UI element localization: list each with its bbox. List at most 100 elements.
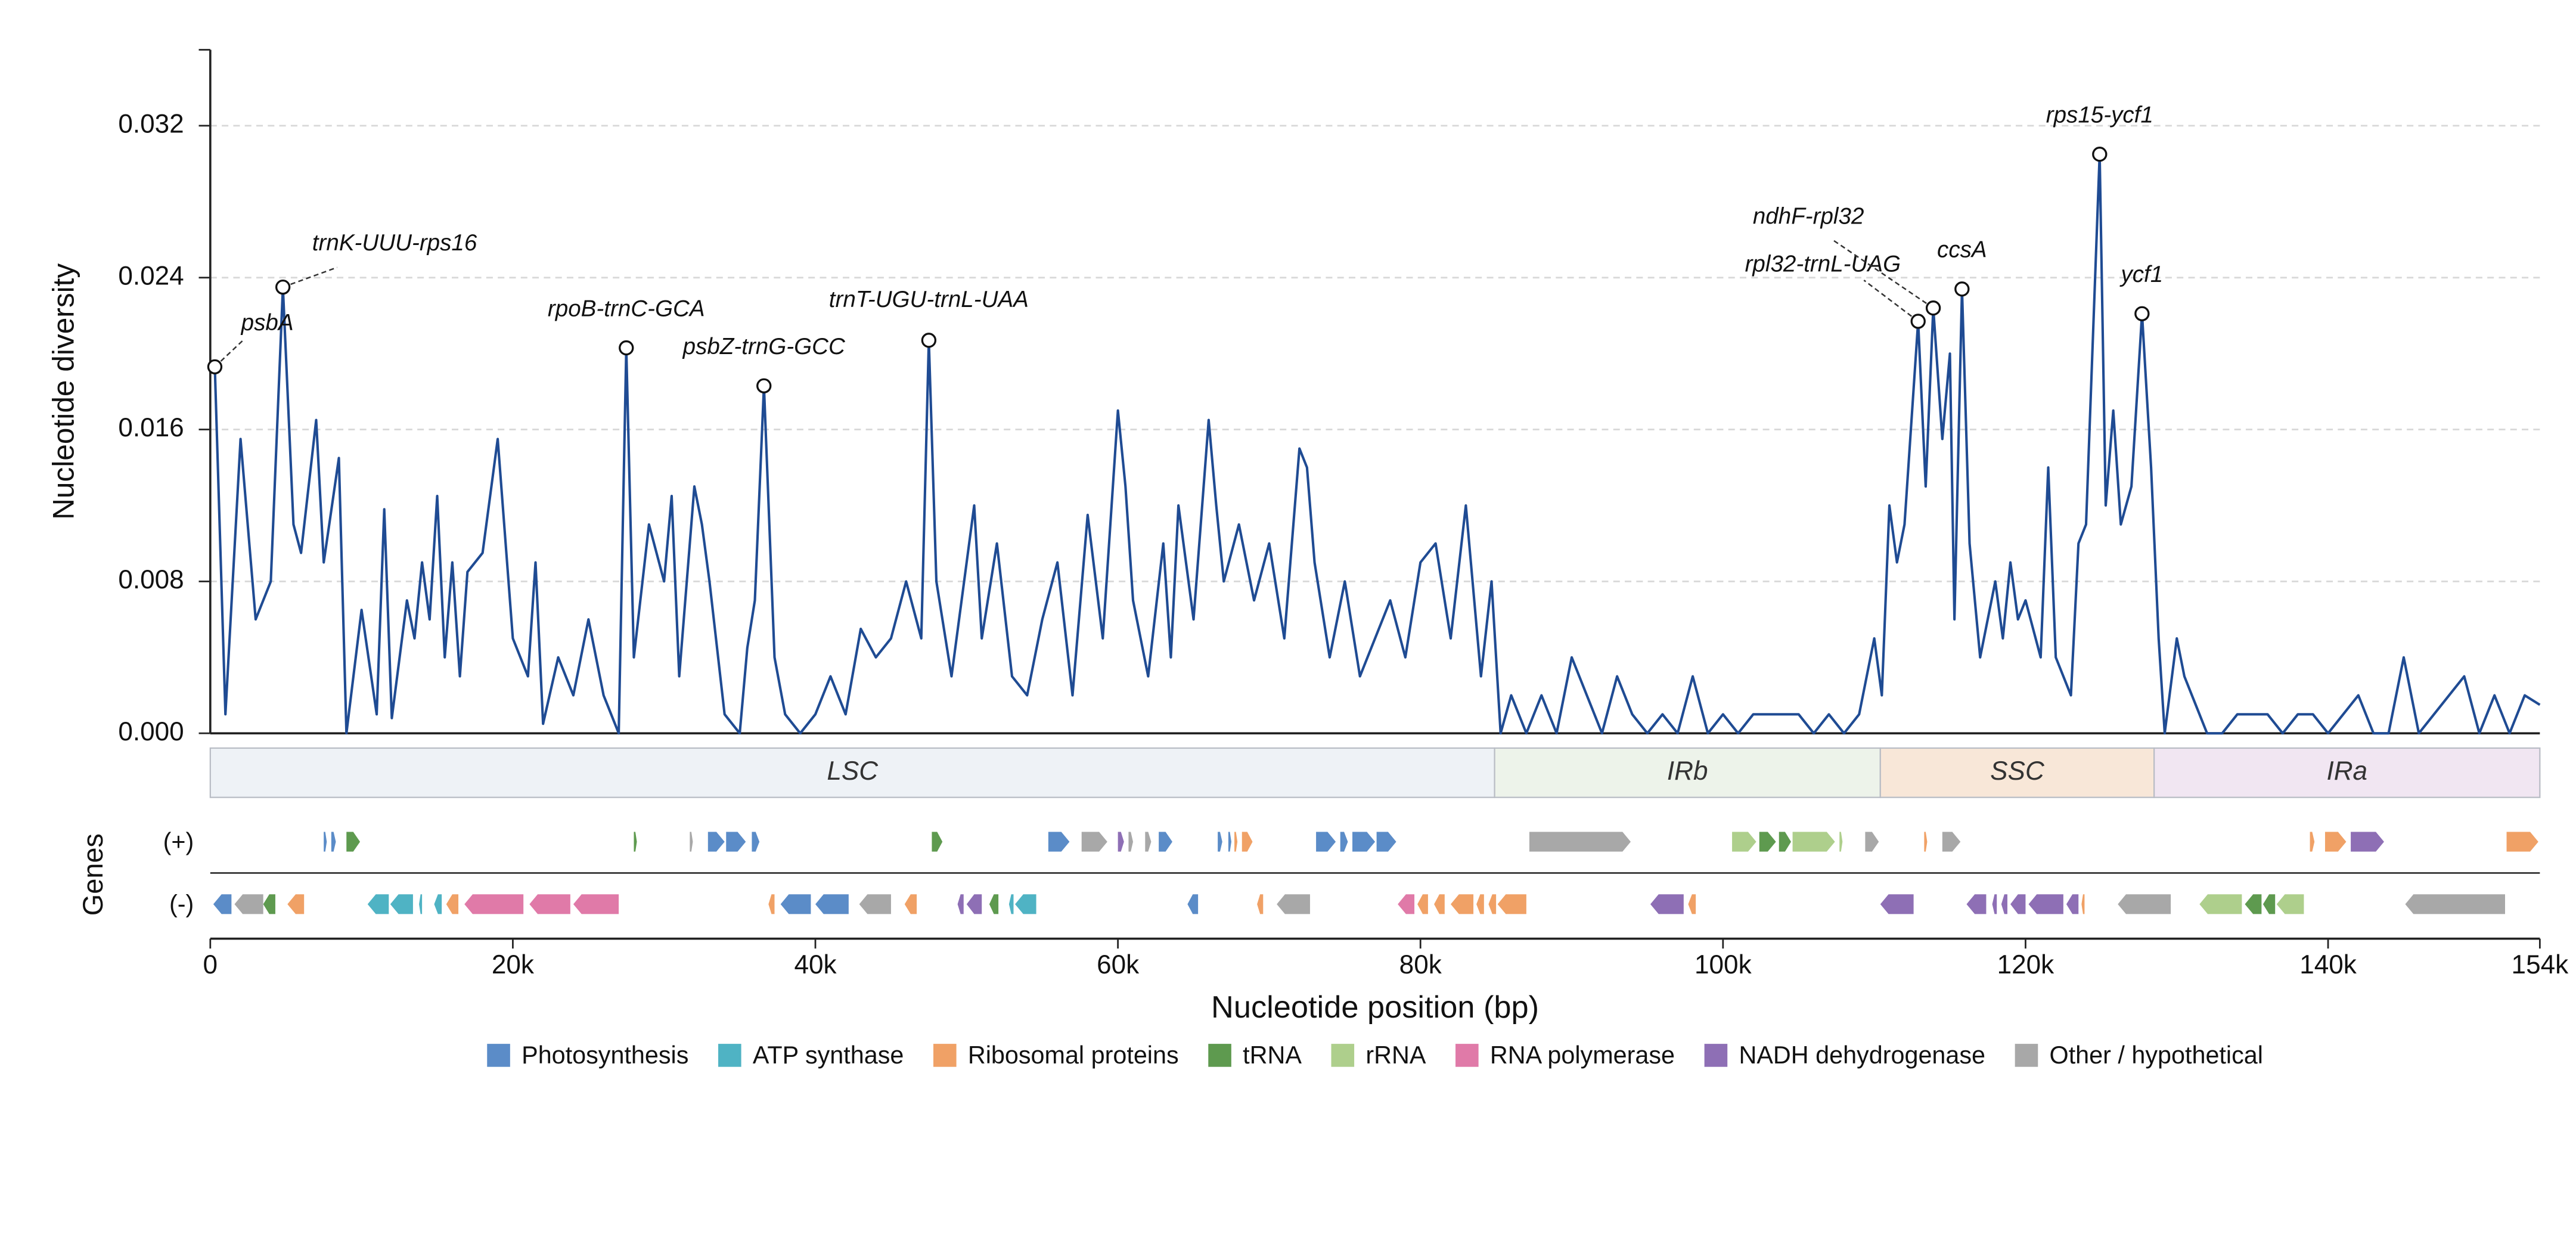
- annotation-label: psbA: [241, 310, 294, 336]
- legend: Photosynthesis ATP synthase Ribosomal prot…: [487, 1041, 2263, 1069]
- x-tick-label: 140k: [2299, 950, 2357, 979]
- annotation-marker: [1954, 281, 1970, 297]
- gene-arrow: [1450, 894, 1474, 914]
- annotation-label: ccsA: [1937, 237, 1987, 263]
- gene-arrow: [324, 832, 327, 852]
- x-tick-label: 154k: [2512, 950, 2569, 979]
- annotation-leader: [1863, 280, 1919, 322]
- region-label: IRa: [2326, 756, 2367, 786]
- annotation-label: rpoB-trnC-GCA: [548, 296, 705, 321]
- gene-arrow: [446, 894, 459, 914]
- legend-swatch: [487, 1044, 510, 1067]
- gene-arrow: [1118, 832, 1124, 852]
- gene-arrow: [859, 894, 891, 914]
- gene-arrow: [2245, 894, 2262, 914]
- annotation-marker: [2092, 147, 2108, 162]
- x-tick-label: 100k: [1694, 950, 1752, 979]
- gene-arrow: [1048, 832, 1070, 852]
- gene-arrow: [1145, 832, 1152, 852]
- gene-arrow: [1966, 894, 1987, 914]
- gene-arrow: [1187, 894, 1199, 914]
- gene-arrow: [1434, 894, 1445, 914]
- gene-arrow: [2081, 894, 2085, 914]
- gene-arrow: [1008, 894, 1014, 914]
- gene-arrow: [287, 894, 305, 914]
- gene-arrow: [1792, 832, 1835, 852]
- x-tick-label: 40k: [794, 950, 837, 979]
- x-tick-label: 80k: [1399, 950, 1442, 979]
- y-tick-label: 0.016: [118, 413, 184, 442]
- gene-arrow: [1865, 832, 1879, 852]
- gene-arrow: [1352, 832, 1376, 852]
- gene-arrow: [390, 894, 413, 914]
- gene-arrow: [2262, 894, 2276, 914]
- annotation-label: rpl32-trnL-UAG: [1745, 251, 1901, 277]
- gene-arrow: [1257, 894, 1264, 914]
- gene-arrow: [2010, 894, 2026, 914]
- gene-arrow: [1924, 832, 1928, 852]
- gene-arrow: [1218, 832, 1222, 852]
- gene-arrow: [752, 832, 760, 852]
- gene-arrow: [2405, 894, 2505, 914]
- gene-arrow: [2199, 894, 2242, 914]
- gene-arrow: [1316, 832, 1336, 852]
- gene-arrow: [573, 894, 619, 914]
- region: [1494, 747, 1881, 798]
- x-tick-label: 120k: [1997, 950, 2055, 979]
- gene-arrow: [989, 894, 999, 914]
- x-axis-label: Nucleotide position (bp): [1211, 990, 1539, 1025]
- gene-arrow: [634, 832, 637, 852]
- gene-arrow: [1476, 894, 1484, 914]
- annotation-marker: [921, 333, 937, 348]
- annotation-label: ndhF-rpl32: [1753, 203, 1864, 229]
- region-label: LSC: [827, 756, 879, 786]
- gene-arrow: [690, 832, 693, 852]
- legend-label: Other / hypothetical: [2050, 1041, 2263, 1069]
- gene-arrow: [1159, 832, 1172, 852]
- annotation-label: trnT-UGU-trnL-UAA: [829, 287, 1029, 312]
- gene-arrow: [1277, 894, 1310, 914]
- legend-swatch: [2015, 1044, 2038, 1067]
- legend-label: rRNA: [1365, 1041, 1426, 1069]
- annotation-marker: [619, 340, 634, 356]
- gene-arrow: [1497, 894, 1526, 914]
- annotation-marker: [2134, 306, 2150, 321]
- gene-arrow: [1942, 832, 1961, 852]
- gene-arrow: [904, 894, 917, 914]
- gene-arrow: [1992, 894, 1997, 914]
- gene-arrow: [234, 894, 263, 914]
- y-tick-label: 0.008: [118, 565, 184, 594]
- gene-arrow: [957, 894, 964, 914]
- gene-arrow: [2310, 832, 2315, 852]
- region: [1879, 747, 2155, 798]
- annotation-marker: [1910, 314, 1926, 329]
- annotation-marker: [1925, 300, 1941, 316]
- annotation-leader: [1831, 238, 1934, 309]
- gene-arrow: [529, 894, 570, 914]
- gene-arrow: [1081, 832, 1107, 852]
- gene-arrow: [780, 894, 811, 914]
- annotation-marker: [756, 378, 772, 393]
- gene-arrow: [331, 832, 336, 852]
- annotation-label: rps15-ycf1: [2046, 102, 2153, 128]
- gene-arrow: [1234, 832, 1238, 852]
- gene-arrow: [367, 894, 389, 914]
- annotation-marker: [207, 359, 223, 375]
- gene-arrow: [2028, 894, 2063, 914]
- gene-arrow: [1880, 894, 1914, 914]
- annotation-label: ycf1: [2119, 262, 2163, 287]
- plus-strand-label: (+): [163, 828, 194, 855]
- legend-swatch: [1704, 1044, 1728, 1067]
- gene-arrow: [2118, 894, 2171, 914]
- legend-label: Photosynthesis: [522, 1041, 688, 1069]
- annotation-leader: [214, 340, 244, 368]
- gene-arrow: [1015, 894, 1036, 914]
- legend-label: RNA polymerase: [1490, 1041, 1675, 1069]
- gene-arrow: [1529, 832, 1631, 852]
- gene-arrow: [1376, 832, 1396, 852]
- minus-strand-label: (-): [169, 891, 194, 918]
- gene-arrow: [2066, 894, 2079, 914]
- legend-label: ATP synthase: [753, 1041, 904, 1069]
- gene-arrow: [932, 832, 943, 852]
